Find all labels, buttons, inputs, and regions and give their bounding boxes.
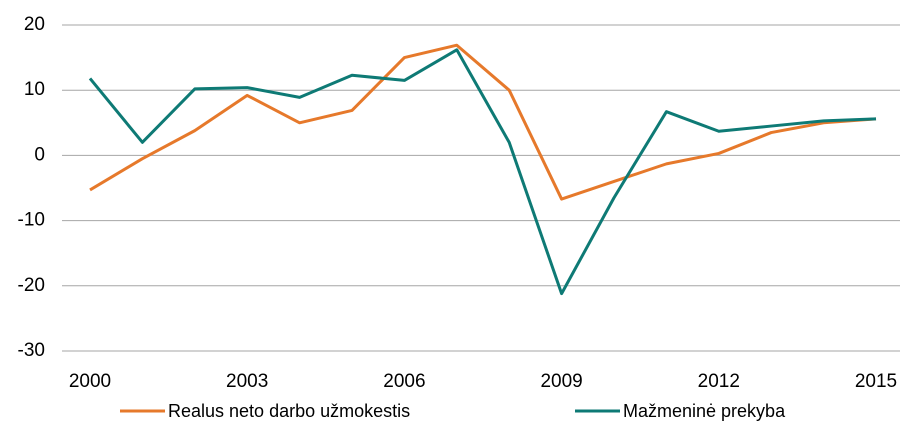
y-tick-label: 10 — [24, 79, 45, 100]
series-line — [88, 48, 877, 296]
x-tick-label: 2006 — [383, 371, 425, 392]
x-tick-label: 2009 — [540, 371, 582, 392]
y-tick-label: -30 — [18, 340, 45, 361]
y-tick-label: -10 — [18, 210, 45, 231]
series-line — [89, 43, 877, 201]
x-tick-label: 2000 — [69, 371, 111, 392]
x-tick-label: 2012 — [698, 371, 740, 392]
legend-label: Mažmeninė prekyba — [623, 401, 786, 421]
y-tick-label: 20 — [24, 14, 45, 35]
y-tick-label: 0 — [34, 144, 45, 165]
legend-label: Realus neto darbo užmokestis — [168, 401, 410, 421]
y-tick-label: -20 — [18, 275, 45, 296]
x-tick-label: 2003 — [226, 371, 268, 392]
x-tick-label: 2015 — [855, 371, 897, 392]
